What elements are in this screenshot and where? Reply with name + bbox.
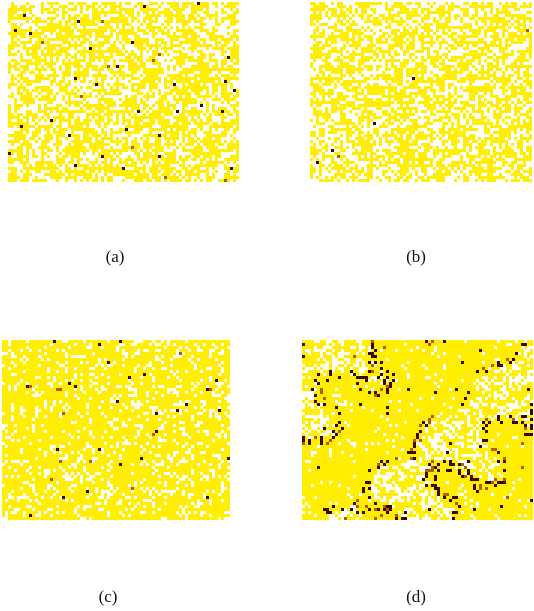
pixel-layer xyxy=(8,2,239,182)
pixel-layer xyxy=(2,340,230,520)
panel-image xyxy=(8,2,239,182)
panel-label: (d) xyxy=(406,587,426,606)
pixel-layer xyxy=(310,2,532,182)
panel-image xyxy=(2,340,230,520)
pixel-layer xyxy=(302,340,533,520)
panel-label: (c) xyxy=(99,587,118,606)
panel-label: (a) xyxy=(106,247,125,266)
panel-label: (b) xyxy=(406,247,426,266)
panel-image xyxy=(310,2,532,182)
panel-image xyxy=(302,340,533,520)
pixel-layer xyxy=(302,340,533,520)
